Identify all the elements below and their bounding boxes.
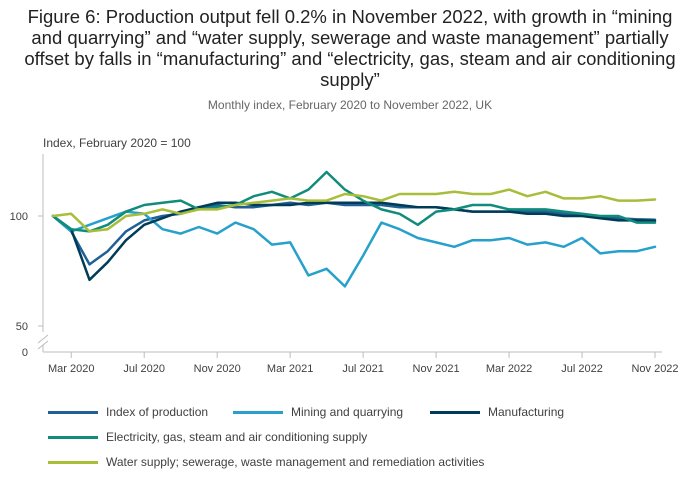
y-tick-label: 0	[22, 347, 28, 359]
legend-label: Electricity, gas, steam and air conditio…	[106, 430, 368, 444]
legend-swatch	[233, 410, 283, 414]
y-tick-label: 100	[10, 211, 28, 223]
x-tick-label: Jul 2021	[342, 363, 384, 375]
y-axis-label: Index, February 2020 = 100	[43, 136, 191, 150]
legend-item-electricity[interactable]: Electricity, gas, steam and air conditio…	[48, 430, 367, 444]
x-tick-label: Mar 2021	[267, 363, 313, 375]
legend-label: Index of production	[106, 405, 209, 419]
series-line-mining-and-quarrying	[51, 210, 657, 288]
legend-label: Manufacturing	[488, 405, 565, 419]
x-tick-label: Jul 2022	[561, 363, 603, 375]
legend-item-mining-and-quarrying[interactable]: Mining and quarrying	[233, 405, 403, 419]
series-line-index-of-production	[51, 201, 657, 266]
axis-break-mark	[37, 334, 49, 344]
chart-subtitle: Monthly index, February 2020 to November…	[207, 98, 493, 112]
legend-label: Mining and quarrying	[291, 405, 404, 419]
line-chart: 0 50 100 Mar 2020 Jul 2020 Nov 2020 Mar 2021 Ju…	[10, 154, 679, 375]
axis-break-mark	[37, 340, 49, 350]
x-tick-label: Mar 2020	[48, 363, 94, 375]
x-tick-label: Nov 2022	[631, 363, 678, 375]
y-tick-label: 50	[16, 321, 28, 333]
legend-swatch	[48, 460, 98, 464]
legend-swatch	[430, 410, 480, 414]
chart-title: Figure 6: Production output fell 0.2% in…	[24, 6, 676, 90]
legend-item-water-supply[interactable]: Water supply; sewerage, waste management…	[48, 455, 484, 469]
series-line-water-supply-sewerage-waste-management-a	[51, 188, 657, 233]
legend-swatch	[48, 410, 98, 414]
x-tick-label: Jul 2020	[123, 363, 165, 375]
x-tick-label: Mar 2022	[486, 363, 532, 375]
legend-item-manufacturing[interactable]: Manufacturing	[430, 405, 564, 419]
series-line-manufacturing	[51, 201, 657, 282]
legend-label: Water supply; sewerage, waste management…	[106, 455, 485, 469]
x-tick-label: Nov 2021	[413, 363, 460, 375]
legend-item-index-of-production[interactable]: Index of production	[48, 405, 208, 419]
x-tick-label: Nov 2020	[194, 363, 241, 375]
chart-legend: Index of production Mining and quarrying…	[48, 405, 688, 485]
legend-swatch	[48, 435, 98, 439]
